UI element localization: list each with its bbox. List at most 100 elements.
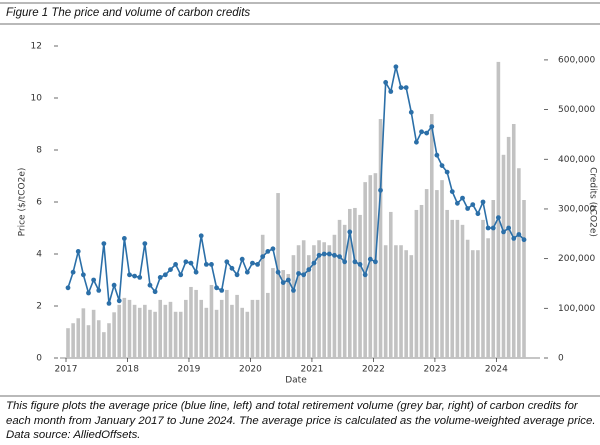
bar (511, 124, 516, 358)
bar (91, 309, 96, 358)
bar (255, 299, 260, 358)
bar (199, 299, 204, 358)
price-point (475, 211, 481, 217)
price-point (214, 285, 219, 291)
bar (496, 61, 501, 358)
price-point (511, 236, 517, 241)
bar (291, 255, 296, 358)
bar (506, 136, 511, 358)
price-point (306, 267, 312, 272)
price-point (342, 259, 348, 265)
price-point (91, 277, 97, 283)
y-tick-label: 8 (36, 146, 42, 156)
price-point (521, 237, 527, 243)
bar (281, 270, 285, 358)
y2-axis-label: Credits (tCO2e) (588, 167, 598, 237)
bar (353, 207, 357, 358)
price-point (265, 249, 271, 254)
bar (368, 175, 373, 358)
bar (102, 332, 106, 358)
x-tick-label: 2022 (362, 365, 385, 375)
bar (153, 311, 157, 358)
chart-title: Figure 1 The price and volume of carbon … (6, 7, 250, 19)
bar (378, 119, 383, 358)
price-point (439, 163, 445, 169)
price-point (506, 225, 512, 231)
price-point (96, 288, 102, 293)
price-point (157, 275, 163, 280)
price-point (147, 282, 153, 288)
bar (204, 307, 209, 358)
price-point (142, 241, 148, 247)
y-tick-label: 4 (36, 250, 42, 260)
bar (276, 193, 280, 358)
bar (178, 311, 183, 358)
price-point (495, 215, 501, 221)
price-point (244, 269, 250, 275)
bar (163, 304, 168, 358)
bar (429, 114, 434, 359)
price-point (465, 206, 471, 211)
price-point (373, 259, 378, 265)
bar (296, 245, 301, 358)
x-tick-label: 2018 (116, 365, 139, 375)
price-point (101, 241, 107, 247)
price-line (67, 66, 525, 304)
price-point (296, 271, 301, 276)
bar (317, 240, 321, 358)
price-point (454, 200, 460, 206)
price-point (173, 262, 178, 267)
y2-tick-label: 500,000 (558, 105, 595, 115)
price-point (367, 256, 373, 262)
bar (455, 219, 460, 358)
bar (132, 304, 137, 358)
price-point (234, 272, 240, 278)
price-point (219, 288, 225, 293)
bar (225, 289, 229, 358)
bar (137, 307, 142, 358)
x-tick-label: 2023 (423, 365, 446, 375)
bar (414, 209, 419, 358)
bar (327, 245, 332, 358)
price-point (311, 260, 317, 266)
price-point (255, 262, 260, 267)
price-point (501, 229, 506, 235)
price-point (280, 280, 286, 285)
price-point (398, 85, 404, 90)
bar (168, 301, 173, 358)
bar (363, 182, 367, 358)
bar (230, 304, 234, 358)
price-point (270, 246, 276, 252)
price-point (127, 272, 132, 278)
bar (476, 250, 480, 358)
bar (424, 189, 429, 358)
x-tick-label: 2019 (178, 365, 201, 375)
y2-tick-label: 400,000 (558, 155, 595, 165)
bar (440, 180, 444, 358)
y-axis-label: Price ($/tCO2e) (18, 168, 28, 237)
bar (450, 219, 455, 358)
bar (337, 219, 342, 358)
bar (435, 190, 439, 358)
price-point (490, 225, 496, 231)
bar (358, 214, 362, 358)
bar (184, 299, 188, 358)
x-tick-label: 2021 (300, 365, 323, 375)
price-point (378, 187, 383, 193)
bar (189, 286, 193, 358)
y2-tick-label: 100,000 (558, 304, 595, 314)
y2-tick-label: 0 (558, 354, 564, 364)
bar (107, 323, 111, 358)
bar (465, 239, 470, 358)
price-point (121, 236, 127, 241)
price-point (301, 272, 307, 278)
y-tick-label: 10 (31, 94, 43, 104)
price-point (357, 262, 363, 267)
price-point (116, 298, 122, 304)
bar (96, 320, 101, 358)
chart: Figure 1 The price and volume of carbon … (0, 2, 600, 397)
price-point (408, 109, 414, 115)
bar (76, 318, 81, 358)
bar (322, 242, 326, 358)
